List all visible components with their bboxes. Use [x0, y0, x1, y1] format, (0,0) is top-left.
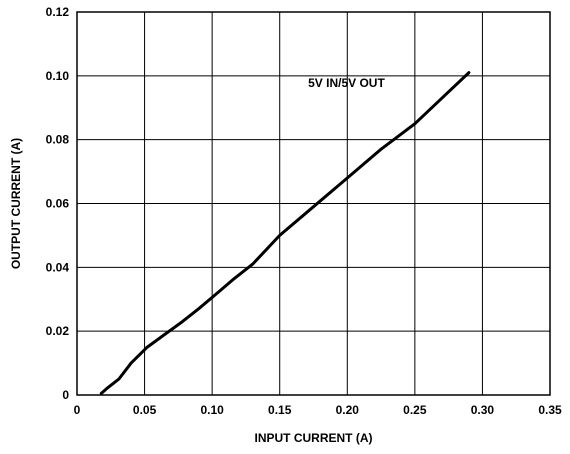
y-tick-label: 0.12: [46, 5, 70, 19]
series-layer: [99, 71, 471, 395]
y-tick-label: 0.10: [46, 69, 70, 83]
grid: [76, 11, 551, 396]
y-tick-label: 0.04: [46, 260, 70, 274]
y-tick-label: 0.08: [46, 133, 70, 147]
x-tick-label: 0.30: [471, 403, 495, 417]
y-axis-label: OUTPUT CURRENT (A): [9, 138, 23, 269]
x-tick-label: 0.05: [133, 403, 157, 417]
x-tick-label: 0.20: [336, 403, 360, 417]
x-tick-label: 0.35: [538, 403, 562, 417]
series-line: [99, 71, 471, 395]
tick-labels: 0 0.05 0.10 0.15 0.20 0.25 0.30 0.35 0 0.02 0.04 0.…: [46, 5, 562, 417]
x-tick-label: 0.15: [268, 403, 292, 417]
x-tick-label: 0.25: [403, 403, 427, 417]
y-tick-label: 0.06: [46, 197, 70, 211]
x-tick-label: 0.10: [200, 403, 224, 417]
x-axis-label: INPUT CURRENT (A): [255, 431, 373, 445]
y-tick-label: 0.02: [46, 324, 70, 338]
plot-frame: [76, 11, 551, 396]
y-tick-label: 0: [62, 388, 69, 402]
x-tick-label: 0: [74, 403, 81, 417]
annotations: 5V IN/5V OUT: [308, 76, 385, 90]
series-annotation-label: 5V IN/5V OUT: [308, 76, 385, 90]
